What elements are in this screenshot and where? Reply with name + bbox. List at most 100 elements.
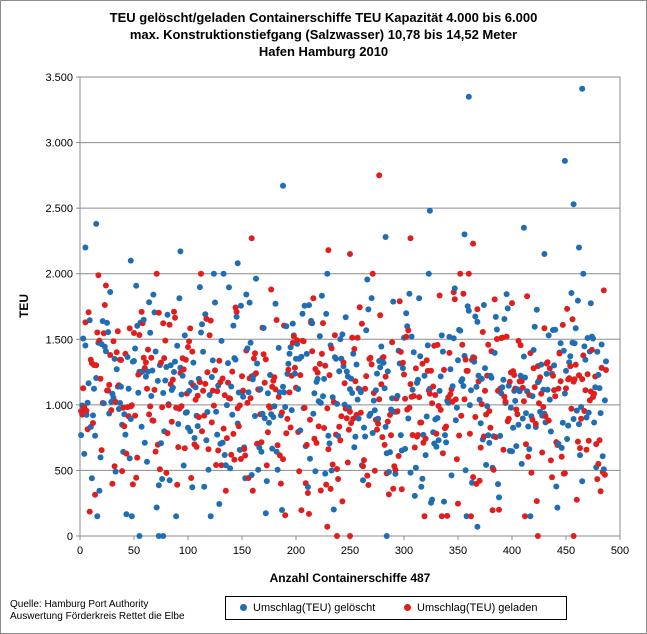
geladen-point: [509, 300, 515, 307]
geloescht-point: [144, 458, 150, 465]
geloescht-point: [438, 332, 445, 339]
geladen-point: [549, 474, 555, 481]
geloescht-point: [207, 513, 214, 520]
geloescht-point: [459, 376, 466, 383]
geloescht-point: [365, 306, 372, 313]
geloescht-point: [406, 290, 413, 297]
x-tick-label: 300: [395, 545, 413, 557]
geloescht-point: [254, 360, 261, 367]
geloescht-point: [363, 327, 370, 334]
geloescht-point: [384, 368, 391, 375]
geladen-point: [570, 533, 577, 539]
geladen-point: [416, 394, 423, 401]
geloescht-point: [208, 374, 215, 380]
geloescht-point: [240, 393, 247, 400]
geladen-point: [110, 338, 117, 345]
geloescht-point: [591, 419, 598, 426]
geladen-point: [401, 371, 407, 378]
geloescht-point: [567, 353, 574, 360]
geloescht-point: [196, 284, 203, 291]
geladen-point: [362, 385, 369, 392]
geloescht-point: [88, 475, 95, 482]
geladen-point: [119, 468, 126, 475]
geladen-point: [199, 428, 205, 435]
geloescht-point: [375, 415, 382, 422]
geloescht-point: [407, 469, 414, 476]
geladen-point: [524, 293, 531, 300]
y-axis-label: TEU: [17, 294, 31, 318]
geloescht-point: [387, 449, 393, 456]
geloescht-point: [322, 470, 329, 477]
geloescht-point: [336, 368, 343, 375]
geloescht-point: [226, 284, 232, 291]
geladen-point: [336, 423, 343, 430]
geladen-point: [249, 487, 256, 494]
geloescht-point: [453, 404, 460, 411]
geloescht-point: [155, 533, 162, 539]
geloescht-point: [174, 342, 181, 349]
legend: Umschlag(TEU) gelöscht Umschlag(TEU) gel…: [225, 596, 567, 620]
geladen-point: [371, 467, 378, 474]
geladen-point: [174, 481, 181, 488]
geladen-point: [478, 401, 485, 408]
geloescht-point: [218, 337, 225, 344]
geloescht-point: [533, 306, 540, 313]
geloescht-point: [412, 464, 419, 471]
geloescht-point: [82, 342, 89, 349]
geloescht-point: [474, 523, 481, 530]
geloescht-point: [291, 370, 298, 377]
geladen-point: [109, 480, 116, 487]
geladen-point: [248, 235, 255, 242]
geloescht-point: [286, 350, 293, 357]
source-line-2: Auswertung Förderkreis Rettet die Elbe: [10, 611, 185, 622]
y-tick-label: 2.500: [45, 203, 73, 215]
geladen-point: [287, 424, 294, 431]
geloescht-point: [324, 270, 331, 277]
geladen-point: [193, 443, 200, 450]
geladen-point: [172, 314, 178, 321]
geloescht-point: [123, 511, 130, 518]
geloescht-point: [544, 386, 551, 393]
x-axis-label: Anzahl Containerschiffe 487: [270, 571, 431, 585]
geloescht-point: [499, 384, 506, 391]
geloescht-point: [500, 376, 507, 383]
legend-label-geloescht: Umschlag(TEU) gelöscht: [253, 602, 376, 614]
geloescht-point: [270, 414, 277, 420]
geladen-point: [403, 333, 410, 340]
geladen-point: [291, 364, 298, 371]
geloescht-point: [257, 386, 264, 393]
geladen-point: [552, 393, 559, 400]
geloescht-point: [410, 349, 417, 356]
geloescht-point: [561, 390, 568, 397]
geladen-point: [205, 446, 212, 453]
geloescht-point: [595, 371, 602, 378]
geloescht-point: [237, 302, 244, 309]
geladen-point: [241, 446, 248, 452]
x-tick-label: 350: [449, 545, 467, 557]
geloescht-point: [554, 504, 561, 511]
geladen-point: [156, 466, 163, 473]
geloescht-point: [552, 326, 559, 333]
geladen-point: [80, 385, 87, 392]
geloescht-point: [525, 423, 532, 430]
geloescht-point: [579, 85, 586, 92]
geladen-point: [534, 533, 541, 539]
geladen-point: [410, 393, 417, 399]
geloescht-point: [312, 468, 319, 475]
geladen-point: [189, 348, 196, 355]
geloescht-point: [214, 431, 221, 438]
geladen-point: [441, 366, 447, 373]
geladen-point: [341, 380, 348, 387]
geladen-point: [511, 372, 518, 378]
geloescht-point: [392, 470, 399, 477]
geladen-point: [284, 415, 291, 422]
geloescht-point: [555, 440, 562, 447]
geloescht-point: [435, 437, 442, 444]
geloescht-point: [272, 300, 279, 307]
geloescht-point: [223, 402, 230, 409]
geladen-point: [462, 356, 469, 363]
geladen-point: [472, 414, 479, 420]
geloescht-point: [263, 478, 270, 485]
geloescht-point: [142, 373, 149, 380]
geladen-point: [236, 402, 243, 409]
